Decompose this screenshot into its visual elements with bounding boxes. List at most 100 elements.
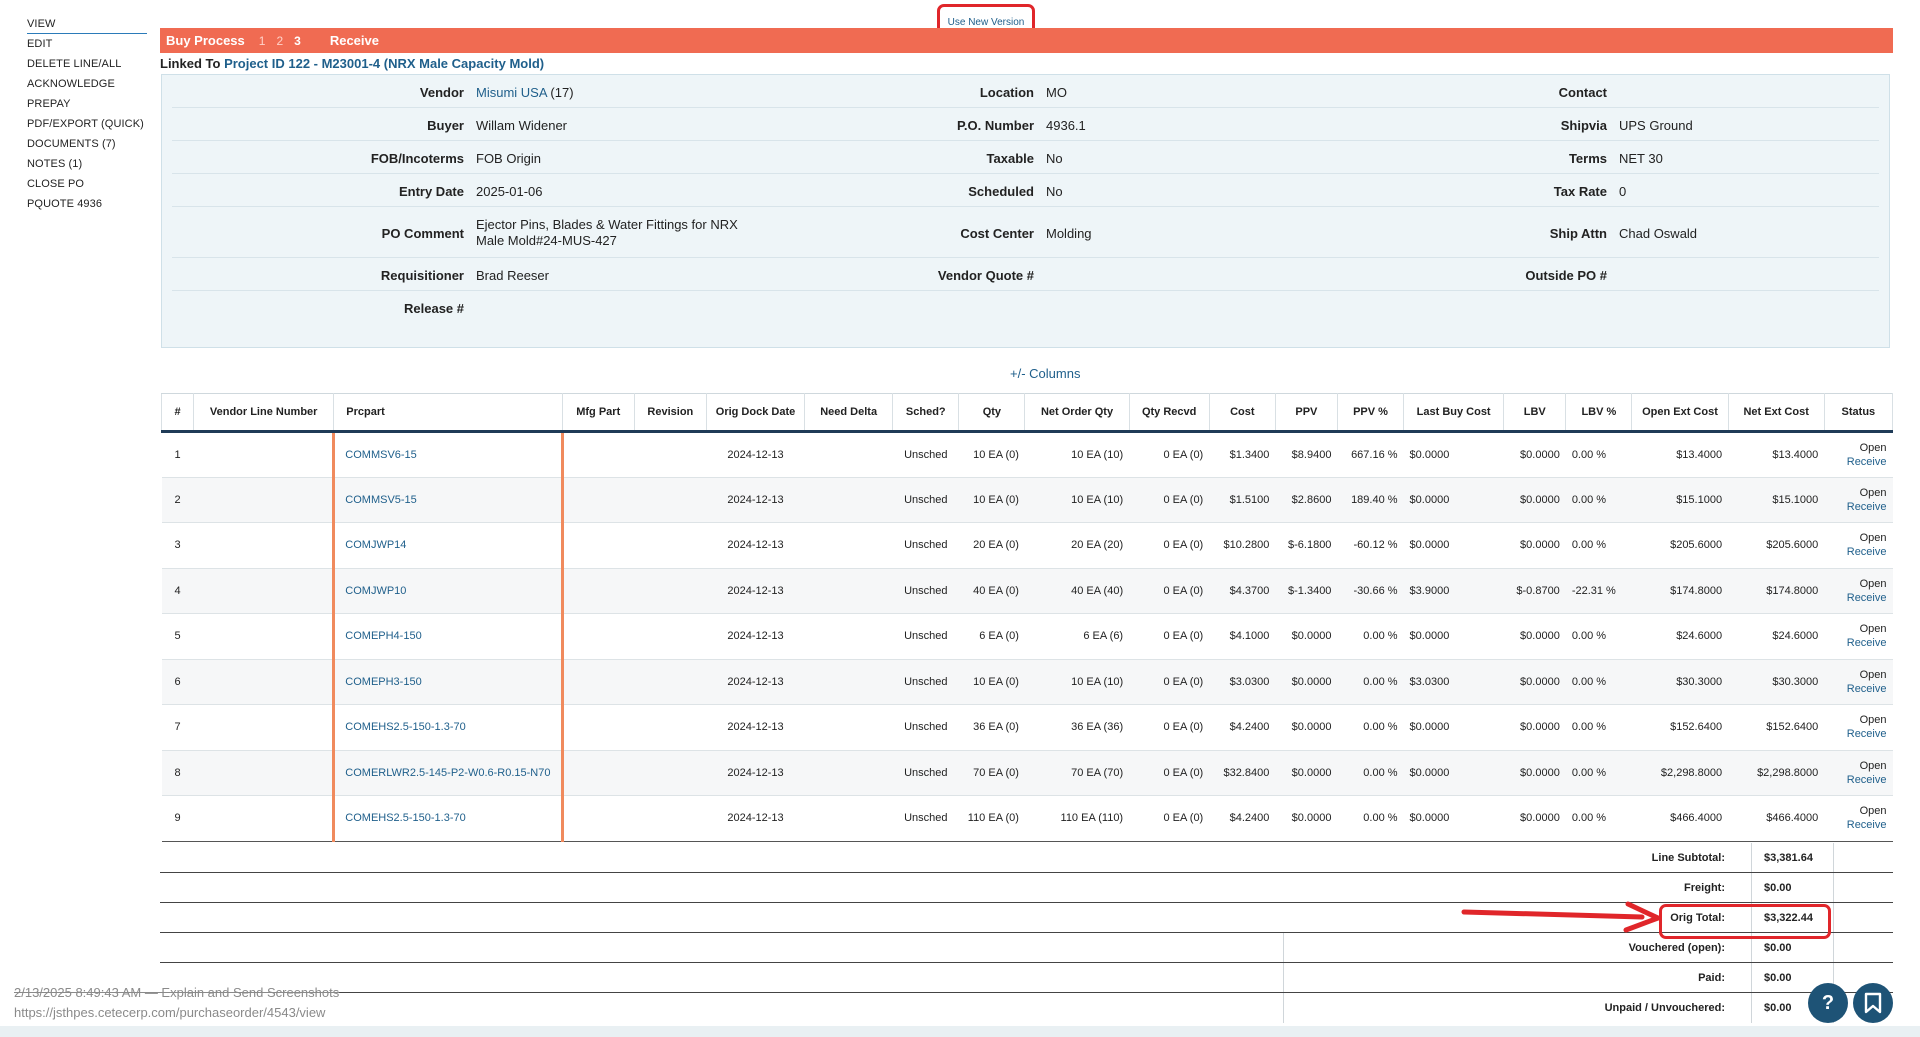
col-header[interactable]: Open Ext Cost	[1631, 393, 1729, 433]
receive-link[interactable]: Receive	[1846, 728, 1887, 741]
vendor-line-number	[193, 613, 334, 660]
col-header[interactable]: Sched?	[892, 393, 960, 433]
qty-value: 110 EA (0)	[958, 795, 1025, 842]
nav-pquote[interactable]: PQUOTE 4936	[27, 198, 103, 210]
receive-link[interactable]: Receive	[1846, 500, 1887, 513]
mfg-part	[562, 704, 635, 751]
col-header[interactable]: Last Buy Cost	[1403, 393, 1505, 433]
status-cell: Open Receive	[1824, 795, 1893, 842]
prcpart-link[interactable]: COMEHS2.5-150-1.3-70	[345, 721, 466, 734]
receive-link[interactable]: Receive	[1846, 682, 1887, 695]
prcpart-link[interactable]: COMERLWR2.5-145-P2-W0.6-R0.15-N70	[345, 766, 551, 779]
lbv-value: $0.0000	[1503, 522, 1566, 569]
col-header[interactable]: Prcpart	[333, 393, 563, 433]
col-header[interactable]: Revision	[634, 393, 707, 433]
col-header[interactable]: Orig Dock Date	[706, 393, 806, 433]
col-header[interactable]: PPV	[1275, 393, 1338, 433]
prcpart-link[interactable]: COMJWP14	[345, 539, 407, 552]
receive-link[interactable]: Receive	[1846, 591, 1887, 604]
ppv-pct: 0.00 %	[1337, 659, 1404, 705]
col-header[interactable]: LBV	[1503, 393, 1567, 433]
cost-value: $4.1000	[1209, 613, 1276, 660]
po-comment-label: PO Comment	[381, 226, 464, 241]
process-step-3[interactable]: 3	[294, 33, 301, 48]
col-header[interactable]: Qty Recvd	[1129, 393, 1210, 433]
receive-link[interactable]: Receive	[1846, 819, 1887, 832]
prcpart-link[interactable]: COMMSV5-15	[345, 493, 417, 506]
receive-link[interactable]: Receive	[1846, 637, 1887, 650]
prcpart-link[interactable]: COMEHS2.5-150-1.3-70	[345, 812, 466, 825]
totals-row-subtotal: Line Subtotal: $3,381.64	[160, 843, 1893, 873]
col-header[interactable]: Qty	[958, 393, 1026, 433]
totals-row-unpaid: Unpaid / Unvouchered: $0.00	[160, 993, 1893, 1023]
lbv-pct: 0.00 %	[1565, 431, 1632, 478]
nav-edit[interactable]: EDIT	[27, 38, 53, 50]
col-header[interactable]: #	[160, 393, 195, 433]
use-new-version-link[interactable]: Use New Version	[947, 16, 1025, 28]
nav-pdf-export[interactable]: PDF/EXPORT (QUICK)	[27, 118, 144, 130]
col-header[interactable]: Status	[1824, 393, 1894, 433]
row-number: 3	[161, 522, 194, 569]
prcpart-link[interactable]: COMMSV6-15	[345, 448, 417, 461]
nav-close-po[interactable]: CLOSE PO	[27, 178, 85, 190]
col-header[interactable]: Vendor Line Number	[193, 393, 335, 433]
caption-url: https://jsthpes.cetecerp.com/purchaseord…	[14, 1005, 326, 1020]
columns-toggle-link[interactable]: +/- Columns	[1010, 366, 1081, 381]
process-step-1[interactable]: 1	[258, 33, 266, 48]
po-comment-line-2: Male Mold#24-MUS-427	[476, 233, 617, 248]
terms-label: Terms	[1568, 151, 1607, 166]
status-cell: Open Receive	[1824, 659, 1893, 705]
lbv-value: $0.0000	[1503, 613, 1566, 660]
col-header[interactable]: Mfg Part	[562, 393, 635, 433]
nav-view[interactable]: VIEW	[27, 14, 147, 34]
nav-documents[interactable]: DOCUMENTS (7)	[27, 138, 116, 150]
mfg-part	[562, 659, 635, 705]
cost-value: $1.3400	[1209, 431, 1276, 478]
col-header[interactable]: Net Ext Cost	[1728, 393, 1825, 433]
nav-acknowledge[interactable]: ACKNOWLEDGE	[27, 78, 115, 90]
unpaid-value: $0.00	[1764, 1002, 1792, 1014]
vouchered-label: Vouchered (open):	[1628, 942, 1725, 954]
revision	[634, 750, 707, 796]
nav-notes[interactable]: NOTES (1)	[27, 158, 83, 170]
vendor-link[interactable]: Misumi USA	[476, 85, 547, 100]
col-header[interactable]: Net Order Qty	[1024, 393, 1130, 433]
lbv-pct: 0.00 %	[1565, 477, 1632, 523]
receive-link[interactable]: Receive	[1846, 455, 1887, 468]
po-comment-line-1: Ejector Pins, Blades & Water Fittings fo…	[476, 217, 738, 232]
totals-section: Line Subtotal: $3,381.64 Freight: $0.00 …	[160, 843, 1893, 1023]
table-row: 4 COMJWP10 2024-12-13 Unsched 40 EA (0) 40 EA…	[161, 568, 1893, 614]
bookmark-button[interactable]	[1853, 983, 1893, 1023]
receive-link[interactable]: Receive	[1846, 773, 1887, 786]
qty-recvd: 0 EA (0)	[1129, 431, 1210, 478]
prcpart-link[interactable]: COMEPH3-150	[345, 675, 422, 688]
prcpart-link[interactable]: COMEPH4-150	[345, 630, 422, 643]
col-header[interactable]: LBV %	[1565, 393, 1633, 433]
process-receive[interactable]: Receive	[329, 33, 379, 48]
table-row: 2 COMMSV5-15 2024-12-13 Unsched 10 EA (0) 10 …	[161, 477, 1893, 523]
linked-project-link[interactable]: Project ID 122 - M23001-4 (NRX Male Capa…	[224, 56, 545, 71]
receive-link[interactable]: Receive	[1846, 546, 1887, 559]
need-delta	[804, 477, 893, 523]
outside-po-label: Outside PO #	[1525, 268, 1607, 283]
last-buy-cost: $0.0000	[1403, 750, 1504, 796]
nav-prepay[interactable]: PREPAY	[27, 98, 71, 110]
help-button[interactable]: ?	[1808, 983, 1848, 1023]
lbv-value: $0.0000	[1503, 750, 1566, 796]
scheduled-label: Scheduled	[968, 184, 1034, 199]
scheduled-value: No	[1046, 184, 1063, 199]
col-header[interactable]: Need Delta	[804, 393, 894, 433]
unpaid-label: Unpaid / Unvouchered:	[1604, 1002, 1725, 1014]
prcpart-link[interactable]: COMJWP10	[345, 584, 407, 597]
open-ext-cost: $152.6400	[1631, 704, 1729, 751]
net-order-qty: 10 EA (10)	[1024, 431, 1130, 478]
col-header[interactable]: Cost	[1209, 393, 1276, 433]
qty-recvd: 0 EA (0)	[1129, 613, 1210, 660]
process-step-2[interactable]: 2	[276, 33, 284, 48]
nav-delete-line-all[interactable]: DELETE LINE/ALL	[27, 58, 122, 70]
lbv-value: $0.0000	[1503, 704, 1566, 751]
col-header[interactable]: PPV %	[1337, 393, 1405, 433]
row-number: 7	[161, 704, 194, 751]
net-ext-cost: $2,298.8000	[1728, 750, 1825, 796]
table-row: 7 COMEHS2.5-150-1.3-70 2024-12-13 Unsched 36…	[161, 704, 1893, 751]
